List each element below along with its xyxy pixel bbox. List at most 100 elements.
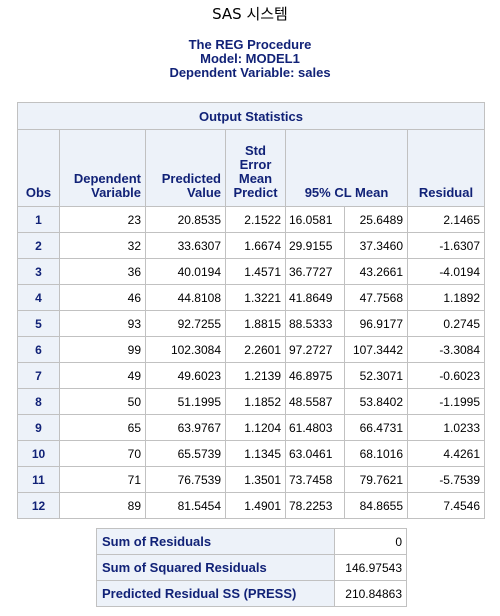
cell-lower-cl: 97.2727	[285, 336, 345, 363]
cell-dependent: 49	[59, 362, 146, 389]
cell-obs: 7	[17, 362, 60, 389]
cell-dependent: 65	[59, 414, 146, 441]
summary-label: Sum of Residuals	[96, 528, 335, 555]
cell-obs: 11	[17, 466, 60, 493]
table-row: 9 65 63.9767 1.1204 61.4803 66.4731 1.0233	[17, 414, 486, 441]
cell-lower-cl: 73.7458	[285, 466, 345, 493]
cell-obs: 10	[17, 440, 60, 467]
cell-lower-cl: 88.5333	[285, 310, 345, 337]
cell-lower-cl: 41.8649	[285, 284, 345, 311]
dependent-variable-label: Dependent Variable: sales	[169, 65, 331, 80]
cell-obs: 9	[17, 414, 60, 441]
cell-obs: 2	[17, 232, 60, 259]
cell-residual: 7.4546	[406, 492, 486, 519]
col-header-dependent: Dependent Variable	[59, 129, 146, 207]
summary-row: Sum of Squared Residuals 146.97543	[96, 554, 407, 581]
cell-obs: 12	[17, 492, 60, 519]
cell-dependent: 71	[59, 466, 146, 493]
residual-summary-table: Sum of Residuals 0 Sum of Squared Residual…	[96, 528, 407, 607]
cell-lower-cl: 46.8975	[285, 362, 345, 389]
cell-predicted: 76.7539	[145, 466, 226, 493]
output-statistics-table: Output Statistics Obs Dependent Variable…	[16, 102, 486, 519]
cell-std-error: 1.8815	[225, 310, 286, 337]
cell-residual: -1.6307	[406, 232, 486, 259]
col-header-std-error: Std Error Mean Predict	[225, 129, 286, 207]
cell-obs: 4	[17, 284, 60, 311]
cell-obs: 6	[17, 336, 60, 363]
cell-std-error: 1.3501	[225, 466, 286, 493]
summary-label: Sum of Squared Residuals	[96, 554, 335, 581]
cell-lower-cl: 16.0581	[285, 206, 345, 233]
cell-residual: -4.0194	[406, 258, 486, 285]
cell-predicted: 63.9767	[145, 414, 226, 441]
table-row: 10 70 65.5739 1.1345 63.0461 68.1016 4.4261	[17, 440, 486, 467]
cell-predicted: 49.6023	[145, 362, 226, 389]
cell-lower-cl: 48.5587	[285, 388, 345, 415]
cell-predicted: 44.8108	[145, 284, 226, 311]
table-caption: Output Statistics	[16, 102, 486, 130]
summary-row: Predicted Residual SS (PRESS) 210.84863	[96, 580, 407, 607]
cell-lower-cl: 78.2253	[285, 492, 345, 519]
cell-residual: 1.0233	[406, 414, 486, 441]
cell-dependent: 50	[59, 388, 146, 415]
cell-std-error: 1.2139	[225, 362, 286, 389]
table-row: 6 99 102.3084 2.2601 97.2727 107.3442 -3.3084	[17, 336, 486, 363]
cell-lower-cl: 36.7727	[285, 258, 345, 285]
cell-std-error: 1.1204	[225, 414, 286, 441]
table-row: 5 93 92.7255 1.8815 88.5333 96.9177 0.2745	[17, 310, 486, 337]
cell-predicted: 40.0194	[145, 258, 226, 285]
cell-upper-cl: 66.4731	[344, 414, 408, 441]
cell-residual: 4.4261	[406, 440, 486, 467]
cell-dependent: 93	[59, 310, 146, 337]
cell-predicted: 102.3084	[145, 336, 226, 363]
cell-dependent: 23	[59, 206, 146, 233]
cell-lower-cl: 63.0461	[285, 440, 345, 467]
cell-residual: -0.6023	[406, 362, 486, 389]
cell-upper-cl: 52.3071	[344, 362, 408, 389]
cell-dependent: 32	[59, 232, 146, 259]
cell-residual: 0.2745	[406, 310, 486, 337]
summary-label: Predicted Residual SS (PRESS)	[96, 580, 335, 607]
summary-row: Sum of Residuals 0	[96, 528, 407, 555]
cell-predicted: 65.5739	[145, 440, 226, 467]
cell-predicted: 81.5454	[145, 492, 226, 519]
summary-value: 0	[334, 528, 407, 555]
table-row: 4 46 44.8108 1.3221 41.8649 47.7568 1.1892	[17, 284, 486, 311]
cell-obs: 5	[17, 310, 60, 337]
procedure-title: The REG Procedure	[188, 37, 312, 52]
cell-predicted: 33.6307	[145, 232, 226, 259]
cell-upper-cl: 25.6489	[344, 206, 408, 233]
residual-summary-body: Sum of Residuals 0 Sum of Squared Residual…	[96, 528, 407, 607]
cell-predicted: 92.7255	[145, 310, 226, 337]
cell-upper-cl: 47.7568	[344, 284, 408, 311]
table-row: 12 89 81.5454 1.4901 78.2253 84.8655 7.4546	[17, 492, 486, 519]
table-row: 8 50 51.1995 1.1852 48.5587 53.8402 -1.1995	[17, 388, 486, 415]
cell-std-error: 1.1852	[225, 388, 286, 415]
cell-std-error: 1.3221	[225, 284, 286, 311]
cell-upper-cl: 96.9177	[344, 310, 408, 337]
summary-value: 210.84863	[334, 580, 407, 607]
cell-upper-cl: 79.7621	[344, 466, 408, 493]
cell-dependent: 99	[59, 336, 146, 363]
table-row: 11 71 76.7539 1.3501 73.7458 79.7621 -5.7539	[17, 466, 486, 493]
cell-lower-cl: 29.9155	[285, 232, 345, 259]
cell-upper-cl: 53.8402	[344, 388, 408, 415]
cell-upper-cl: 43.2661	[344, 258, 408, 285]
cell-dependent: 36	[59, 258, 146, 285]
cell-residual: 2.1465	[406, 206, 486, 233]
cell-obs: 1	[17, 206, 60, 233]
cell-residual: -1.1995	[406, 388, 486, 415]
cell-obs: 3	[17, 258, 60, 285]
model-label: Model: MODEL1	[200, 51, 300, 66]
cell-std-error: 2.2601	[225, 336, 286, 363]
col-header-residual: Residual	[406, 129, 486, 207]
cell-lower-cl: 61.4803	[285, 414, 345, 441]
cell-residual: -3.3084	[406, 336, 486, 363]
cell-upper-cl: 37.3460	[344, 232, 408, 259]
col-header-cl-mean: 95% CL Mean	[285, 129, 408, 207]
col-header-obs: Obs	[17, 129, 60, 207]
table-row: 1 23 20.8535 2.1522 16.0581 25.6489 2.1465	[17, 206, 486, 233]
cell-upper-cl: 68.1016	[344, 440, 408, 467]
cell-predicted: 20.8535	[145, 206, 226, 233]
cell-dependent: 70	[59, 440, 146, 467]
